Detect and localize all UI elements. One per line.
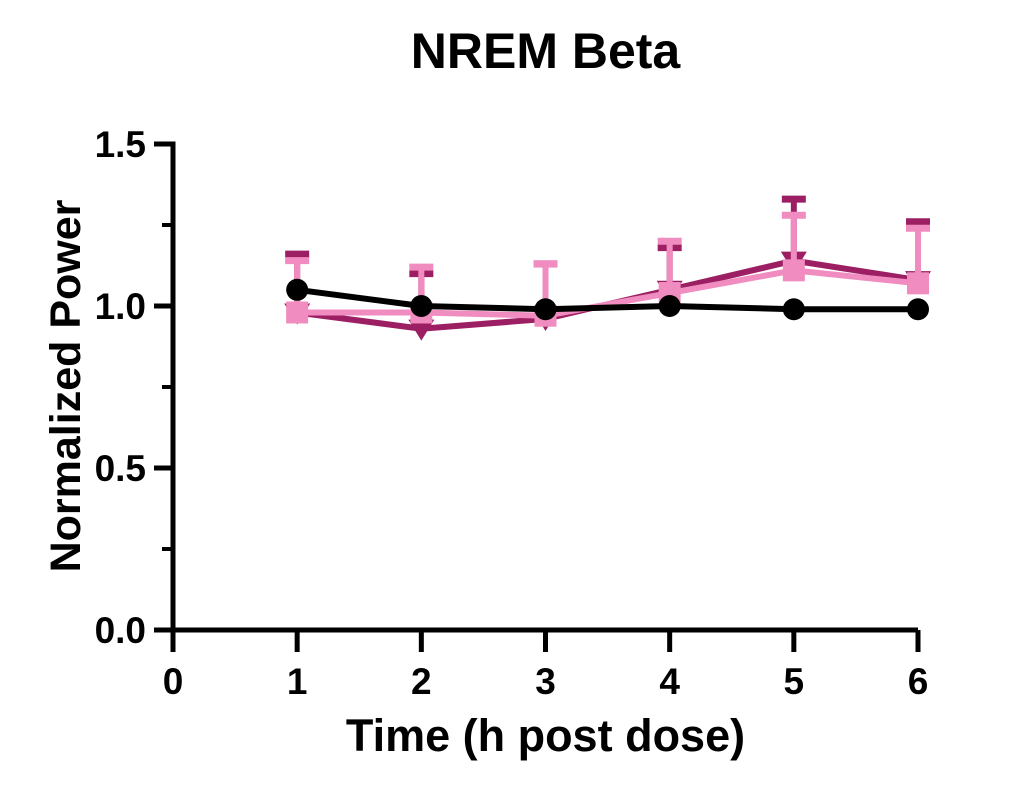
marker-circle <box>534 298 557 321</box>
series-line-light-pink-squares <box>297 267 919 319</box>
y-tick-label: 1.0 <box>95 286 146 327</box>
marker-square <box>907 272 929 295</box>
marker-triangle-down <box>408 319 435 341</box>
y-tick-label: 0.5 <box>95 448 146 489</box>
y-axis-title: Normalized Power <box>42 199 90 573</box>
marker-circle <box>286 278 309 301</box>
x-tick-label: 6 <box>908 661 929 702</box>
y-tick-label: 1.5 <box>95 124 146 165</box>
marker-circle <box>782 298 805 321</box>
x-tick-label: 5 <box>784 661 805 702</box>
x-tick-label: 4 <box>659 661 680 702</box>
marker-circle <box>658 295 681 317</box>
x-tick-label: 1 <box>287 661 308 702</box>
x-axis-title: Time (h post dose) <box>345 710 746 761</box>
series-line-black-circles <box>296 286 918 313</box>
y-tick-label: 0.0 <box>95 610 146 651</box>
marker-square <box>782 259 805 282</box>
marker-circle <box>907 298 929 321</box>
marker-square <box>286 301 309 324</box>
x-tick-label: 2 <box>411 661 432 702</box>
marker-circle <box>410 295 433 317</box>
x-tick-label: 0 <box>163 661 184 702</box>
x-tick-label: 3 <box>535 661 556 702</box>
chart-title: NREM Beta <box>410 23 681 79</box>
